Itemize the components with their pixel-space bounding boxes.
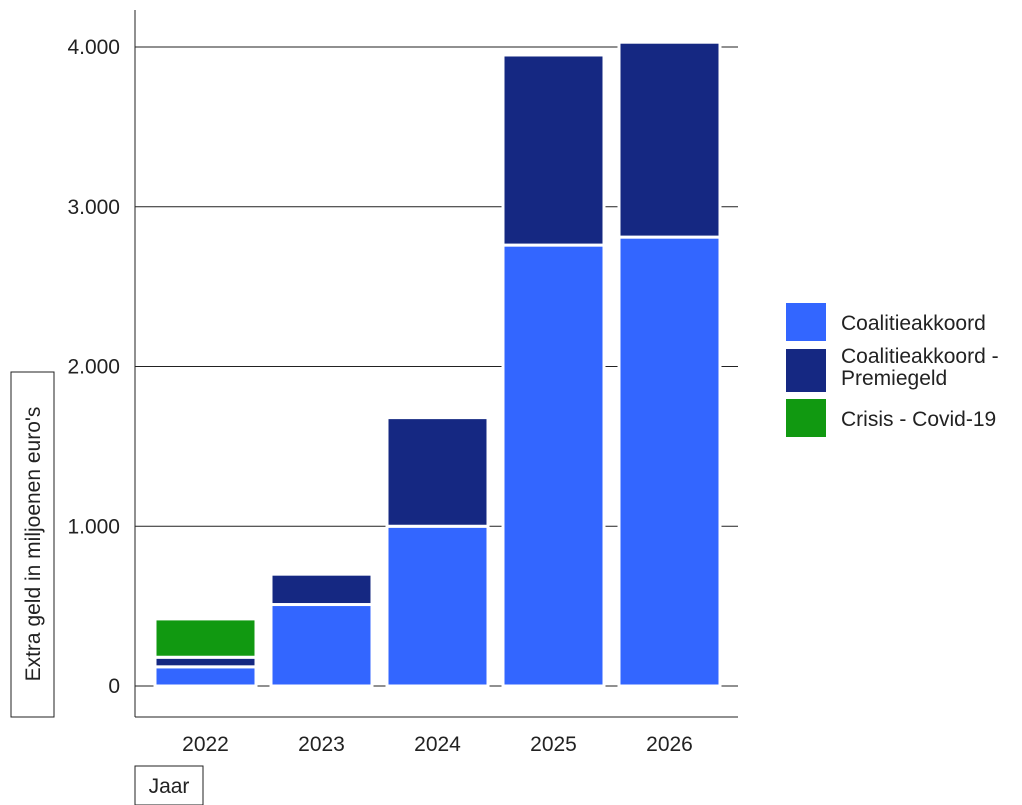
legend-label: Coalitieakkoord -	[841, 345, 999, 368]
y-axis-title: Extra geld in miljoenen euro's	[10, 371, 55, 718]
x-tick-label: 2024	[414, 733, 461, 756]
legend-swatch	[786, 399, 826, 437]
bar-segment	[617, 235, 722, 688]
x-tick-label: 2023	[298, 733, 345, 756]
bar-segment	[153, 617, 258, 659]
y-tick-label: 2.000	[67, 356, 120, 379]
legend-label: Premiegeld	[841, 367, 947, 390]
legend-swatch	[786, 349, 826, 392]
bar-segment	[617, 40, 722, 239]
bar-segment	[269, 572, 374, 607]
x-axis-title-text: Jaar	[149, 775, 190, 798]
y-tick-label: 4.000	[67, 36, 120, 59]
bar-segment	[385, 416, 490, 528]
y-tick-label: 1.000	[67, 515, 120, 538]
x-tick-labels: 2022 2023 2024 2025 2026	[182, 733, 693, 756]
y-tick-label: 3.000	[67, 196, 120, 219]
bars	[153, 40, 722, 688]
y-tick-labels: 0 1.000 2.000 3.000 4.000	[67, 36, 120, 698]
legend-swatch	[786, 303, 826, 341]
bar-segment	[501, 53, 606, 247]
legend-label: Coalitieakkoord	[841, 312, 986, 335]
bar-segment	[385, 524, 490, 688]
x-tick-label: 2022	[182, 733, 229, 756]
y-axis-title-box	[10, 371, 55, 718]
x-tick-label: 2026	[646, 733, 693, 756]
y-tick-label: 0	[108, 675, 120, 698]
y-axis-title-text: Extra geld in miljoenen euro's	[22, 407, 45, 682]
legend: Coalitieakkoord Coalitieakkoord -Premiege…	[786, 303, 999, 437]
x-axis-title-box	[134, 765, 204, 805]
bar-segment	[501, 243, 606, 688]
x-axis-title: Jaar	[134, 765, 204, 805]
axes	[134, 10, 738, 718]
bar-segment	[269, 603, 374, 688]
legend-label: Crisis - Covid-19	[841, 408, 996, 431]
bar-segment	[153, 665, 258, 688]
x-tick-label: 2025	[530, 733, 577, 756]
